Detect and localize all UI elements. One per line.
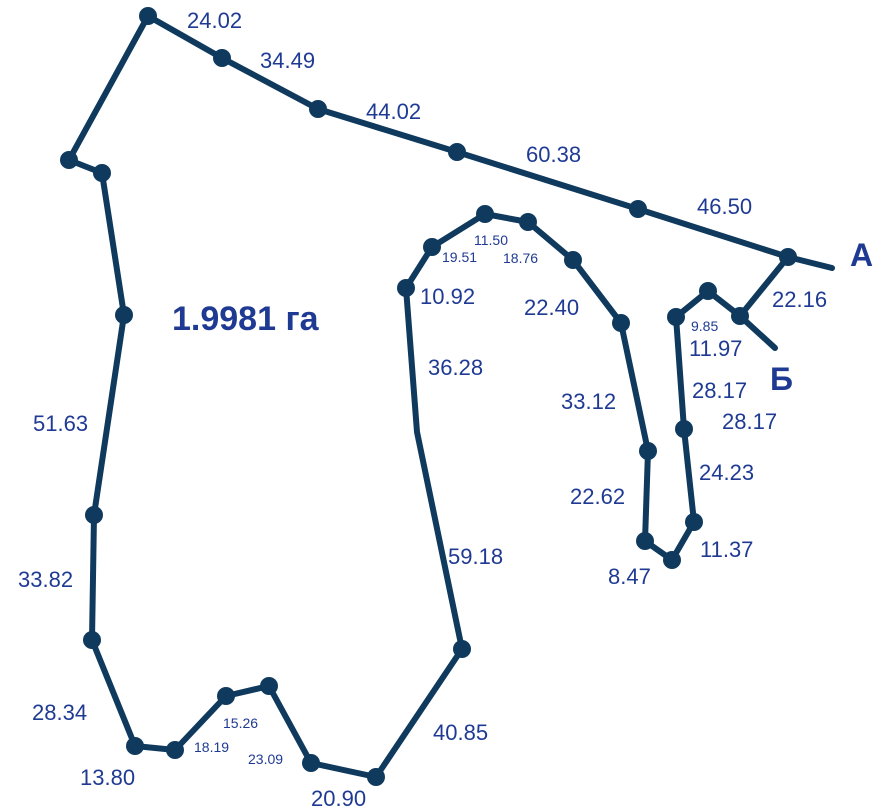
boundary-vertex (93, 164, 111, 182)
boundary-vertex (217, 687, 235, 705)
boundary-vertex (166, 741, 184, 759)
boundary-vertex (675, 420, 693, 438)
segment-length-label: 9.85 (691, 318, 718, 334)
point-b-label: Б (770, 361, 793, 397)
segment-length-label: 40.85 (433, 720, 488, 745)
segment-length-label: 33.12 (561, 389, 616, 414)
boundary-vertex (448, 143, 466, 161)
boundary-vertex (685, 513, 703, 531)
boundary-vertex (139, 7, 157, 25)
boundary-vertex (309, 100, 327, 118)
segment-length-label: 11.50 (474, 232, 508, 248)
segment-length-label: 24.23 (699, 460, 754, 485)
segment-length-label: 51.63 (33, 411, 88, 436)
segment-length-label: 18.19 (194, 739, 229, 755)
segment-length-label: 24.02 (187, 8, 242, 33)
boundary-vertex (779, 248, 797, 266)
boundary-vertex (639, 442, 657, 460)
segment-length-label: 11.97 (689, 336, 742, 361)
boundary-vertices (60, 7, 797, 786)
boundary-vertex (636, 532, 654, 550)
segment-length-label: 60.38 (526, 142, 581, 167)
segment-length-label: 20.90 (311, 786, 366, 811)
segment-length-label: 34.49 (260, 48, 315, 73)
segment-length-label: 59.18 (448, 544, 503, 569)
segment-length-label: 28.34 (32, 700, 87, 725)
segment-length-label: 22.40 (524, 295, 579, 320)
segment-length-label: 13.80 (80, 765, 135, 790)
boundary-vertex (731, 307, 749, 325)
boundary-vertex (85, 506, 103, 524)
segment-length-label: 46.50 (697, 194, 752, 219)
boundary-vertex (629, 200, 647, 218)
boundary-vertex (115, 306, 133, 324)
boundary-vertex (453, 640, 471, 658)
segment-length-label: 15.26 (223, 715, 258, 731)
boundary-vertex (60, 151, 78, 169)
boundary-vertex (564, 251, 582, 269)
segment-length-label: 28.17 (722, 409, 777, 434)
boundary-vertex (612, 314, 630, 332)
boundary-vertex (423, 238, 441, 256)
segment-length-label: 36.28 (428, 355, 483, 380)
point-a-label: А (850, 237, 873, 273)
boundary-line (66, 13, 791, 780)
segment-length-label: 18.76 (503, 250, 538, 266)
boundary-vertex (699, 282, 717, 300)
boundary-vertex (397, 279, 415, 297)
segment-length-label: 8.47 (608, 564, 651, 589)
boundary-vertex (667, 308, 685, 326)
segment-length-label: 44.02 (366, 99, 421, 124)
segment-length-labels: 24.02 34.49 44.02 60.38 46.50 22.16 9.85… (18, 8, 827, 811)
boundary-vertex (476, 205, 494, 223)
segment-length-label: 28.17 (692, 378, 747, 403)
boundary-vertex (83, 631, 101, 649)
segment-length-label: 23.09 (248, 751, 283, 767)
segment-length-label: 22.62 (570, 484, 625, 509)
boundary-vertex (519, 213, 537, 231)
boundary-vertex (663, 551, 681, 569)
segment-length-label: 22.16 (772, 287, 827, 312)
boundary-vertex (213, 49, 231, 67)
boundary-vertex (302, 754, 320, 772)
segment-length-label: 19.51 (442, 249, 477, 265)
boundary-vertex (126, 737, 144, 755)
boundary-vertex (260, 677, 278, 695)
segment-length-label: 10.92 (420, 284, 475, 309)
area-label: 1.9981 га (172, 300, 320, 338)
segment-length-label: 11.37 (700, 537, 753, 562)
segment-length-label: 33.82 (18, 567, 73, 592)
boundary-vertex (367, 768, 385, 786)
